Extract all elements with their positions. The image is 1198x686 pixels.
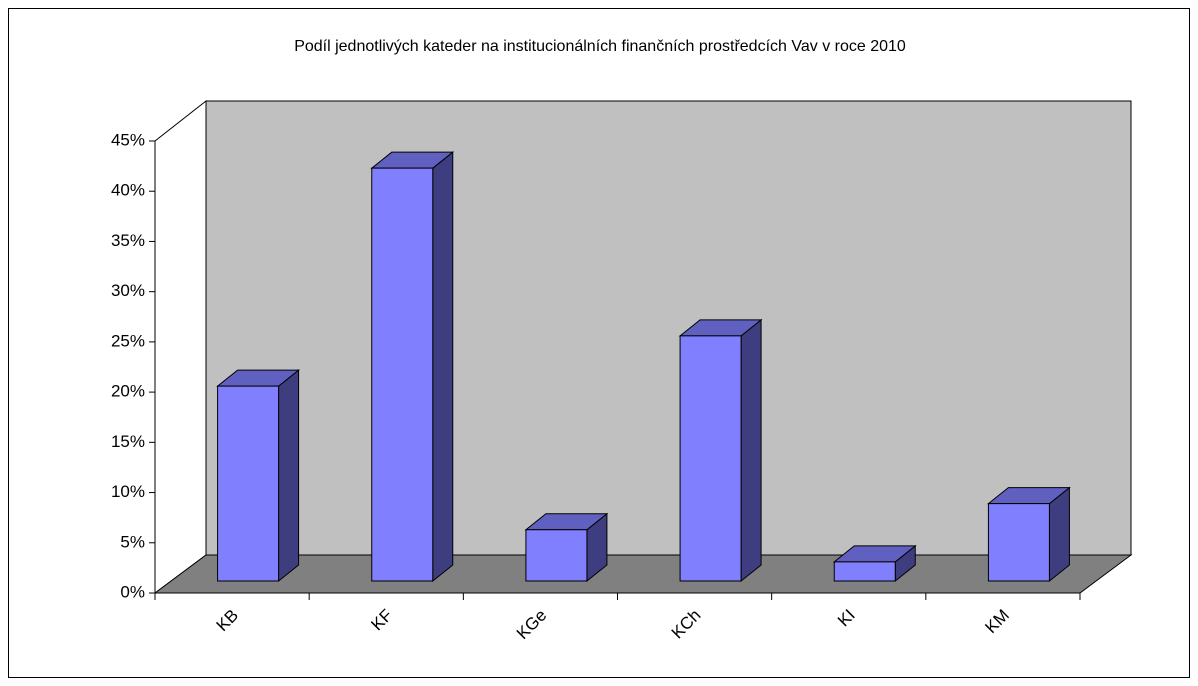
bar: [370, 151, 455, 583]
bar: [832, 544, 917, 583]
side-wall: [154, 99, 207, 594]
bar: [216, 369, 301, 583]
bar: [678, 318, 763, 583]
floor: [153, 554, 1133, 594]
y-tick-label: 0%: [120, 582, 145, 601]
chart-title: Podíl jednotlivých kateder na institucio…: [294, 38, 906, 55]
bar-front: [679, 335, 742, 582]
bar: [986, 486, 1071, 583]
bar: [524, 512, 609, 583]
y-tick-label: 5%: [120, 532, 145, 551]
y-tick-label: 20%: [111, 382, 145, 401]
back-wall: [205, 100, 1132, 556]
bar-front: [217, 385, 280, 582]
y-tick-label: 40%: [111, 181, 145, 200]
bar-side: [432, 151, 454, 583]
bar-side: [740, 318, 762, 583]
bar-front: [525, 529, 588, 582]
bar-front: [371, 167, 434, 582]
bar-front: [833, 561, 896, 582]
y-tick-label: 15%: [111, 432, 145, 451]
y-tick-label: 35%: [111, 231, 145, 250]
bar-front: [987, 503, 1050, 582]
y-tick-label: 25%: [111, 331, 145, 350]
y-tick-label: 10%: [111, 482, 145, 501]
y-tick-label: 30%: [111, 281, 145, 300]
bar-side: [278, 369, 300, 583]
y-tick-label: 45%: [111, 130, 145, 149]
